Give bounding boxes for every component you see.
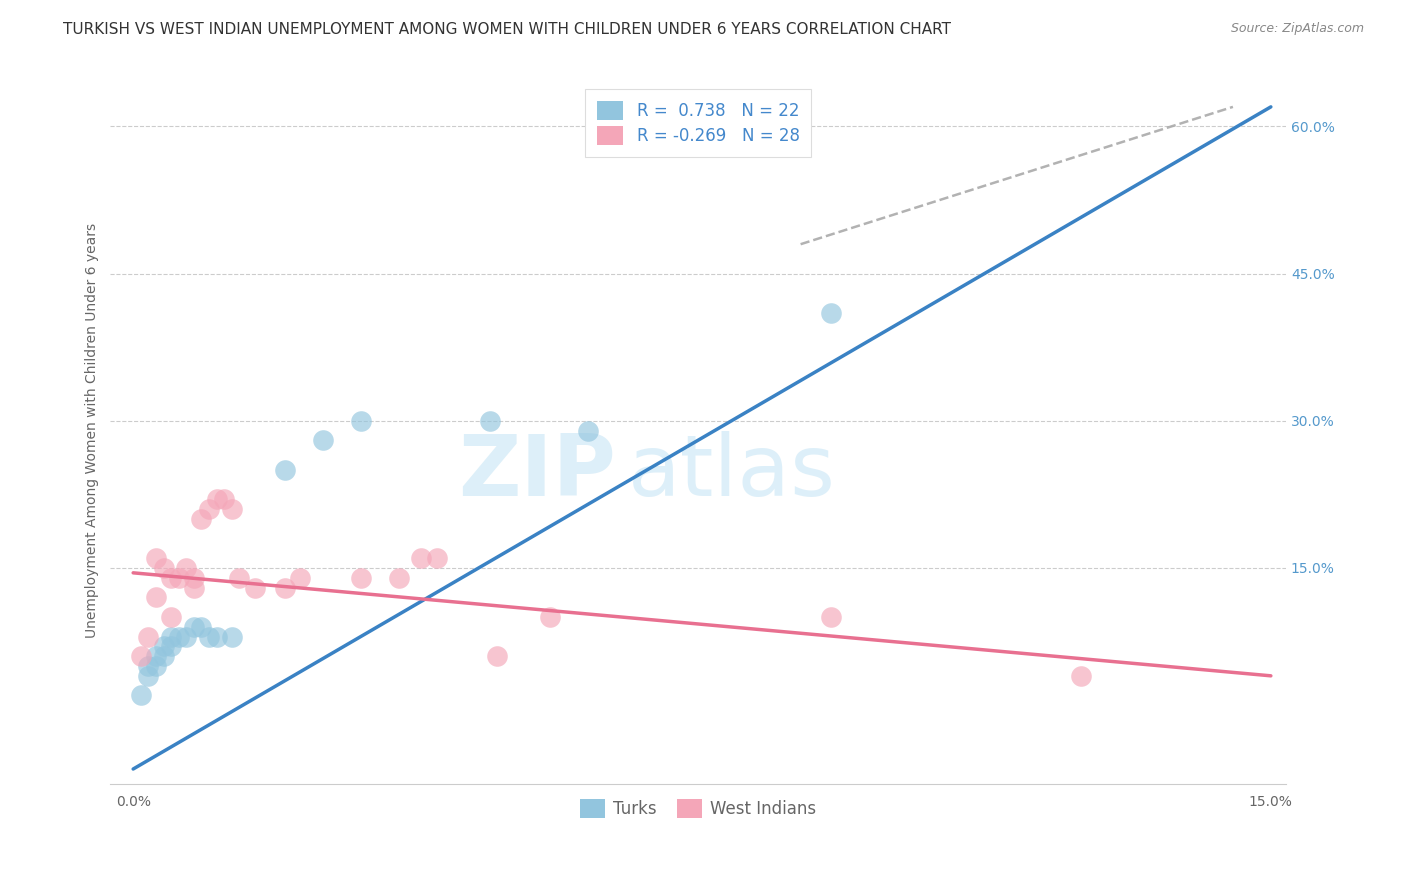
Point (190, 620, 212, 634)
Point (198, 502, 221, 516)
Point (576, 424, 599, 438)
Point (152, 640, 174, 654)
Point (820, 610, 842, 624)
Point (145, 649, 167, 664)
Point (243, 581, 266, 595)
Point (425, 551, 447, 566)
Point (174, 630, 197, 644)
Text: TURKISH VS WEST INDIAN UNEMPLOYMENT AMONG WOMEN WITH CHILDREN UNDER 6 YEARS CORR: TURKISH VS WEST INDIAN UNEMPLOYMENT AMON… (63, 22, 952, 37)
Point (1070, 669, 1092, 683)
Point (486, 649, 509, 664)
Text: ZIP: ZIP (458, 432, 616, 515)
Point (198, 630, 221, 644)
Point (138, 659, 160, 673)
Point (160, 630, 183, 644)
Point (129, 649, 152, 664)
Point (820, 306, 842, 320)
Point (221, 502, 243, 516)
Point (167, 571, 190, 585)
Point (183, 620, 205, 634)
Point (212, 492, 235, 507)
Point (190, 512, 212, 526)
Point (138, 669, 160, 683)
Point (145, 659, 167, 673)
Point (221, 630, 243, 644)
Point (129, 689, 152, 703)
Legend: Turks, West Indians: Turks, West Indians (574, 792, 823, 825)
Text: atlas: atlas (627, 432, 835, 515)
Point (145, 551, 167, 566)
Y-axis label: Unemployment Among Women with Children Under 6 years: Unemployment Among Women with Children U… (86, 223, 100, 638)
Point (312, 434, 335, 448)
Point (152, 561, 174, 575)
Point (228, 571, 250, 585)
Point (478, 414, 501, 428)
Point (160, 610, 183, 624)
Point (350, 414, 373, 428)
Point (538, 610, 561, 624)
Point (205, 630, 228, 644)
Point (145, 591, 167, 605)
Point (183, 571, 205, 585)
Point (167, 630, 190, 644)
Point (350, 571, 373, 585)
Text: Source: ZipAtlas.com: Source: ZipAtlas.com (1230, 22, 1364, 36)
Point (288, 571, 311, 585)
Point (160, 571, 183, 585)
Point (274, 581, 297, 595)
Point (152, 649, 174, 664)
Point (274, 463, 297, 477)
Point (174, 561, 197, 575)
Point (205, 492, 228, 507)
Point (138, 630, 160, 644)
Point (183, 581, 205, 595)
Point (411, 551, 433, 566)
Point (388, 571, 411, 585)
Point (160, 640, 183, 654)
